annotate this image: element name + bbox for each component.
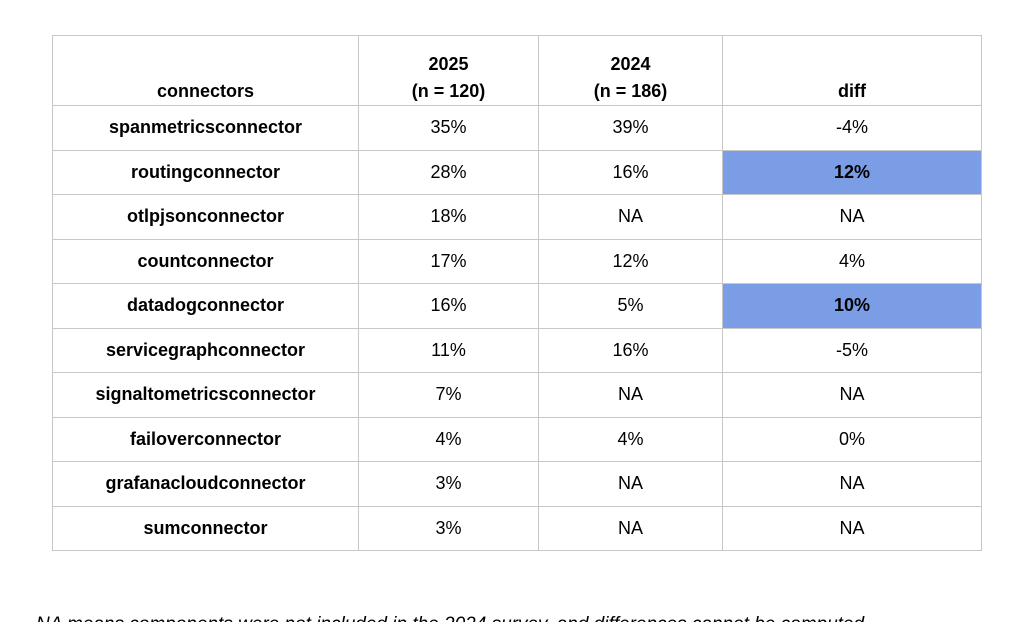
table-row: sumconnector 3% NA NA	[52, 505, 982, 551]
value-2024-cell: 16%	[538, 149, 723, 195]
column-header-diff: diff	[722, 35, 982, 106]
connector-name-cell: sumconnector	[52, 505, 359, 551]
footnote: NA means components were not included in…	[28, 552, 1003, 622]
diff-cell: -4%	[722, 105, 982, 151]
connector-name-cell: datadogconnector	[52, 283, 359, 329]
diff-cell: NA	[722, 194, 982, 240]
column-header-2024-year: 2024	[610, 54, 651, 74]
value-2025-cell: 18%	[358, 194, 539, 240]
diff-cell: 12%	[722, 149, 982, 195]
value-2024-cell: 39%	[538, 105, 723, 151]
connector-name-cell: spanmetricsconnector	[52, 105, 359, 151]
table-row: signaltometricsconnector 7% NA NA	[52, 372, 982, 418]
column-header-2024: 2024 (n = 186)	[538, 35, 723, 106]
table-row: datadogconnector 16% 5% 10%	[52, 283, 982, 329]
value-2024-cell: 5%	[538, 283, 723, 329]
value-2025-cell: 7%	[358, 372, 539, 418]
value-2024-cell: NA	[538, 194, 723, 240]
value-2024-cell: 16%	[538, 327, 723, 373]
diff-cell: 4%	[722, 238, 982, 284]
footnote-underlined-word: means	[66, 614, 124, 622]
table-row: failoverconnector 4% 4% 0%	[52, 416, 982, 462]
value-2025-cell: 3%	[358, 461, 539, 507]
diff-cell: NA	[722, 505, 982, 551]
column-header-2025: 2025 (n = 120)	[358, 35, 539, 106]
footnote-line-1-text: components were not included in the 2024…	[124, 614, 869, 622]
table-row: spanmetricsconnector 35% 39% -4%	[52, 105, 982, 151]
footnote-line-1: NA means components were not included in…	[28, 610, 1003, 622]
diff-cell: NA	[722, 461, 982, 507]
connector-name-cell: otlpjsonconnector	[52, 194, 359, 240]
diff-cell: -5%	[722, 327, 982, 373]
value-2024-cell: 4%	[538, 416, 723, 462]
diff-cell: 0%	[722, 416, 982, 462]
table-header-row: connectors 2025 (n = 120) 2024 (n = 186)…	[52, 35, 982, 106]
column-header-2025-year: 2025	[428, 54, 469, 74]
table-row: grafanacloudconnector 3% NA NA	[52, 461, 982, 507]
table-row: otlpjsonconnector 18% NA NA	[52, 194, 982, 240]
connector-name-cell: servicegraphconnector	[52, 327, 359, 373]
connector-name-cell: signaltometricsconnector	[52, 372, 359, 418]
value-2024-cell: NA	[538, 461, 723, 507]
column-header-2025-sample-size: (n = 120)	[411, 81, 486, 101]
column-header-connectors: connectors	[52, 35, 359, 106]
value-2024-cell: NA	[538, 372, 723, 418]
connector-name-cell: failoverconnector	[52, 416, 359, 462]
value-2025-cell: 4%	[358, 416, 539, 462]
value-2024-cell: NA	[538, 505, 723, 551]
table-row: servicegraphconnector 11% 16% -5%	[52, 327, 982, 373]
diff-cell: NA	[722, 372, 982, 418]
value-2024-cell: 12%	[538, 238, 723, 284]
connector-name-cell: routingconnector	[52, 149, 359, 195]
table-row: countconnector 17% 12% 4%	[52, 238, 982, 284]
diff-cell: 10%	[722, 283, 982, 329]
connectors-survey-table: connectors 2025 (n = 120) 2024 (n = 186)…	[52, 35, 982, 551]
table-row: routingconnector 28% 16% 12%	[52, 149, 982, 195]
column-header-2024-sample-size: (n = 186)	[593, 81, 668, 101]
value-2025-cell: 3%	[358, 505, 539, 551]
connector-name-cell: countconnector	[52, 238, 359, 284]
table-body: spanmetricsconnector 35% 39% -4% routingconn…	[52, 105, 982, 551]
value-2025-cell: 17%	[358, 238, 539, 284]
value-2025-cell: 16%	[358, 283, 539, 329]
column-header-diff-label: diff	[838, 81, 866, 101]
value-2025-cell: 28%	[358, 149, 539, 195]
connector-name-cell: grafanacloudconnector	[52, 461, 359, 507]
value-2025-cell: 35%	[358, 105, 539, 151]
value-2025-cell: 11%	[358, 327, 539, 373]
column-header-connectors-label: connectors	[156, 81, 255, 101]
footnote-na-prefix: NA	[36, 614, 67, 622]
